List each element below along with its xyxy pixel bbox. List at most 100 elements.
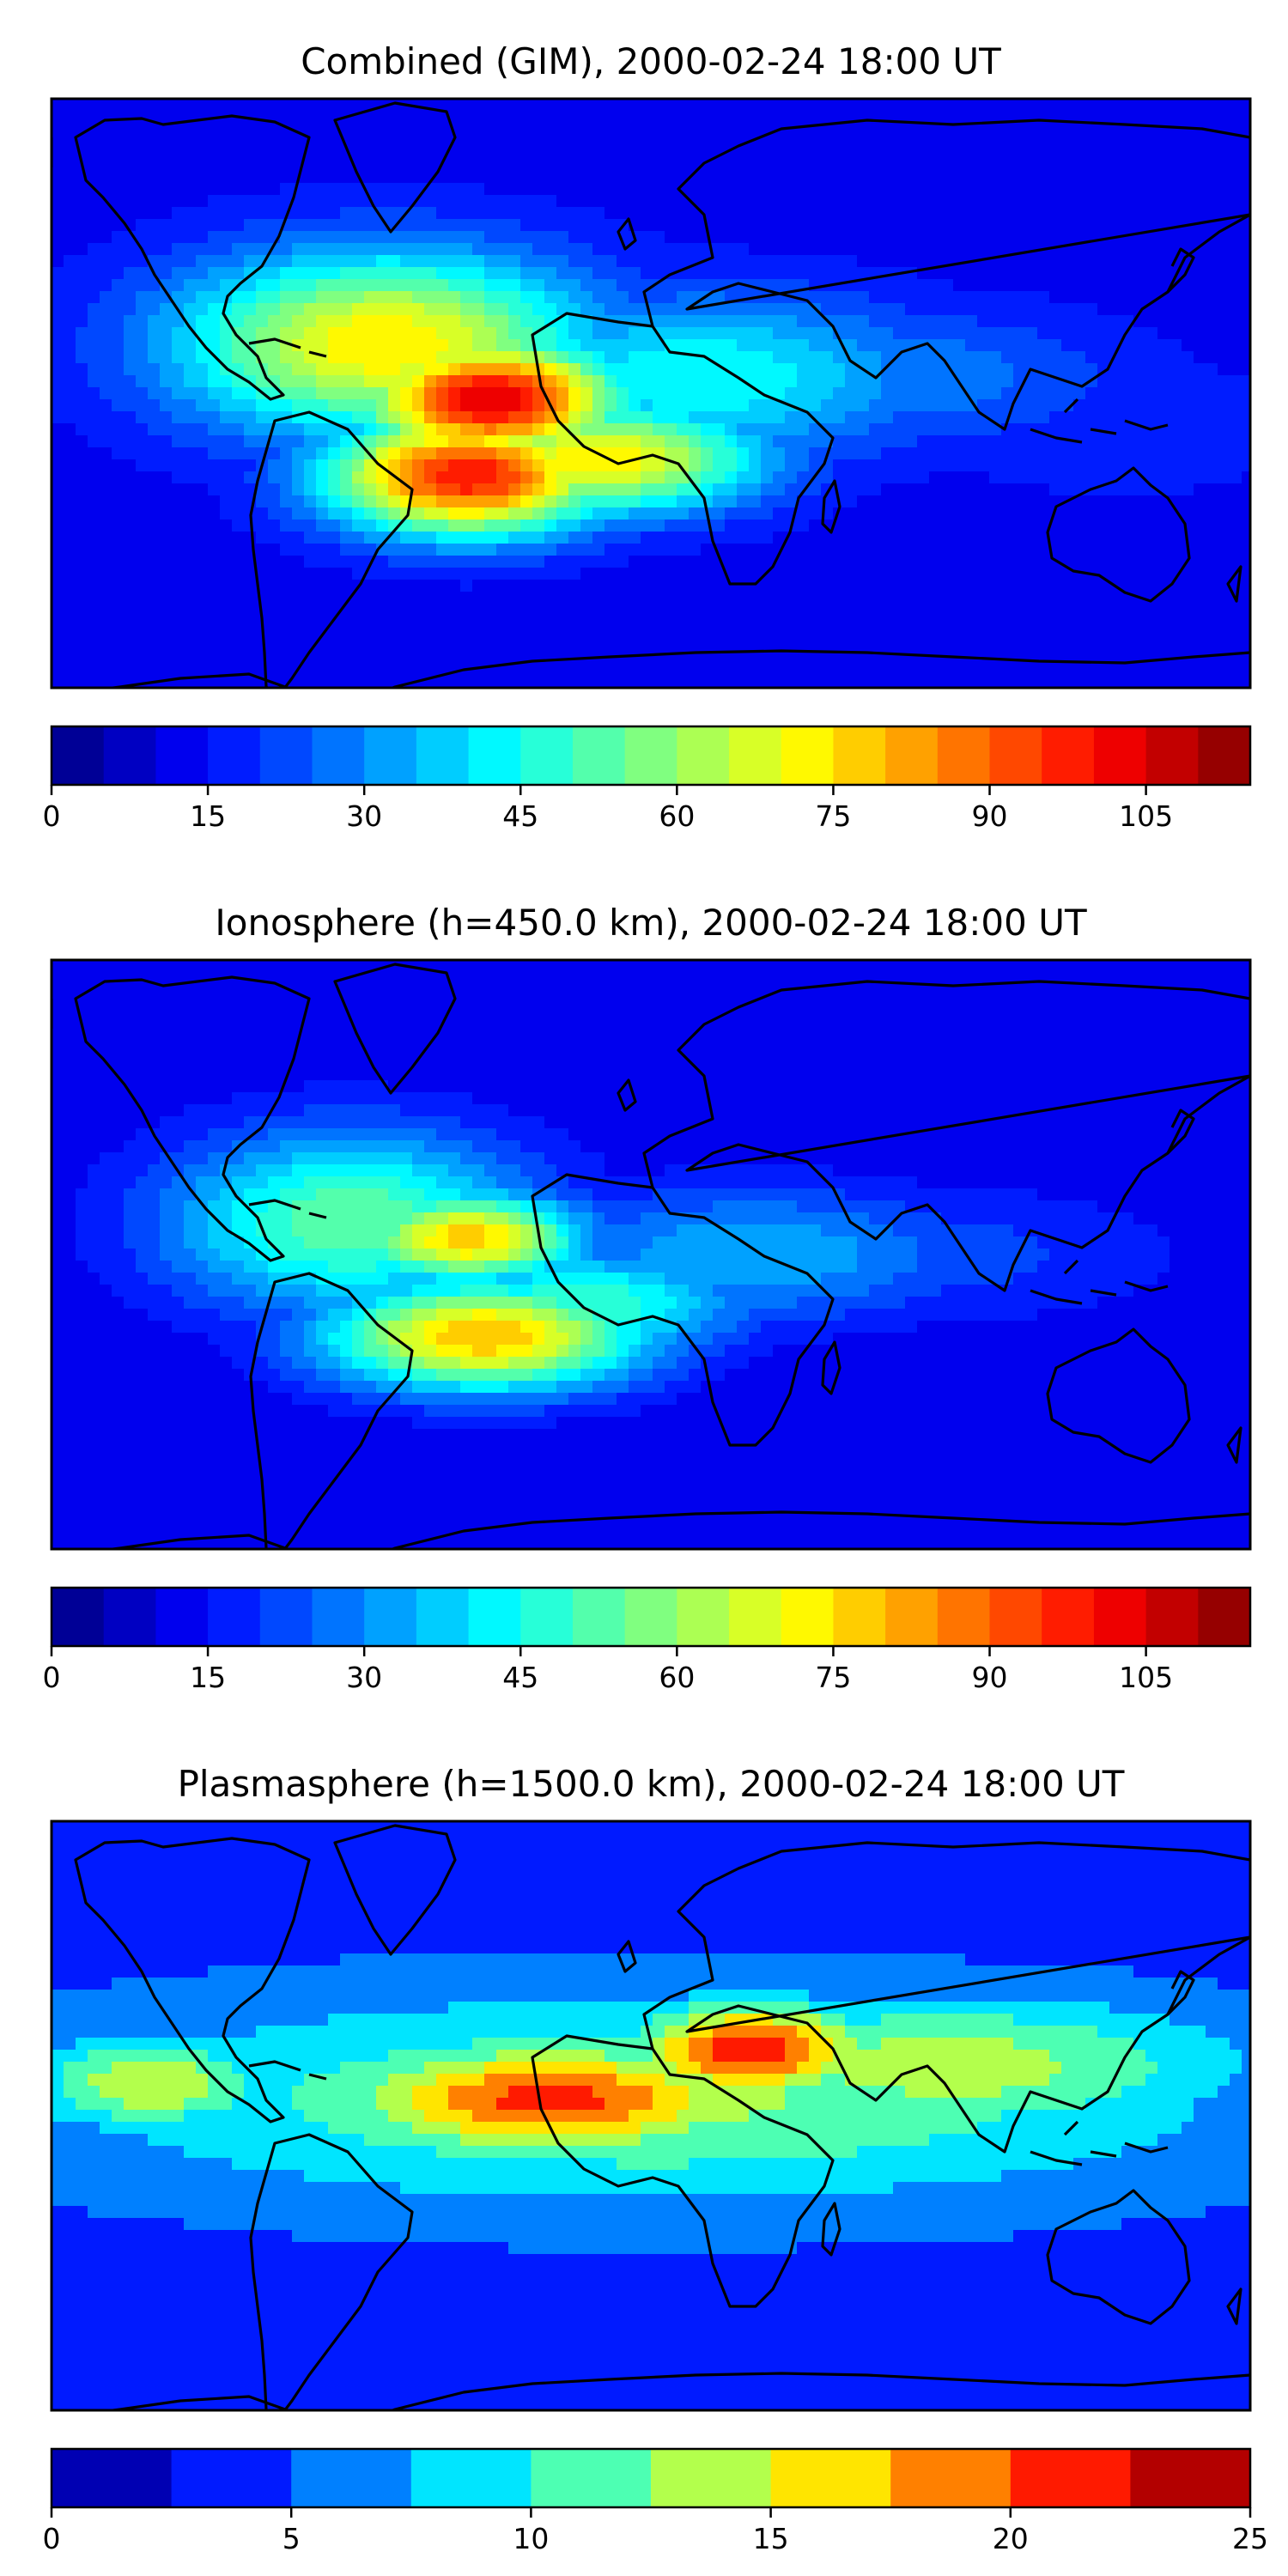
field-cell [1194, 147, 1206, 160]
field-cell [881, 447, 894, 460]
field-cell [1218, 267, 1230, 280]
field-cell [436, 628, 449, 641]
field-cell [520, 171, 533, 184]
field-cell [232, 423, 245, 436]
field-cell [376, 279, 389, 292]
field-cell [352, 556, 365, 568]
field-cell [508, 291, 521, 304]
field-cell [1061, 123, 1074, 136]
field-cell [124, 375, 137, 388]
field-cell [989, 183, 1002, 196]
field-cell [556, 483, 569, 496]
field-cell [1145, 183, 1158, 196]
field-cell [833, 423, 846, 436]
field-cell [568, 159, 581, 172]
field-cell [1194, 279, 1206, 292]
field-cell [1157, 99, 1170, 112]
field-cell [568, 507, 581, 520]
field-cell [376, 628, 389, 641]
field-cell [1013, 604, 1026, 617]
field-cell [953, 291, 966, 304]
field-cell [833, 628, 846, 641]
colorbar-segment [989, 726, 1042, 785]
field-cell [160, 171, 173, 184]
field-cell [532, 255, 545, 268]
field-cell [1109, 207, 1122, 220]
field-cell [785, 640, 798, 653]
field-cell [881, 592, 894, 605]
field-cell [1194, 351, 1206, 364]
field-cell [1049, 255, 1062, 268]
field-cell [496, 147, 509, 160]
field-cell [172, 339, 185, 352]
field-cell [412, 423, 425, 436]
field-cell [100, 532, 112, 544]
field-cell [869, 664, 882, 677]
field-cell [388, 423, 401, 436]
field-cell [905, 568, 918, 580]
field-cell [436, 676, 449, 688]
field-cell [857, 303, 870, 316]
field-cell [617, 111, 629, 124]
field-cell [641, 99, 653, 112]
field-cell [917, 195, 930, 208]
field-cell [869, 123, 882, 136]
field-cell [821, 616, 834, 629]
field-cell [965, 556, 978, 568]
field-cell [268, 99, 281, 112]
field-cell [1170, 447, 1182, 460]
field-cell [196, 315, 209, 328]
field-cell [580, 411, 593, 424]
field-cell [220, 123, 233, 136]
field-cell [641, 135, 653, 148]
field-cell [172, 255, 185, 268]
field-cell [100, 231, 112, 244]
field-cell [580, 519, 593, 532]
field-cell [88, 171, 100, 184]
field-cell [1001, 231, 1014, 244]
field-cell [605, 231, 617, 244]
field-cell [1013, 255, 1026, 268]
field-cell [1242, 147, 1250, 160]
field-cell [617, 652, 629, 665]
field-cell [436, 363, 449, 376]
field-cell [100, 159, 112, 172]
field-cell [773, 207, 786, 220]
field-cell [580, 616, 593, 629]
field-cell [989, 592, 1002, 605]
field-cell [1097, 592, 1110, 605]
field-cell [580, 183, 593, 196]
field-cell [617, 387, 629, 400]
field-cell [1049, 423, 1062, 436]
field-cell [244, 616, 257, 629]
field-cell [352, 664, 365, 677]
field-cell [749, 219, 762, 232]
field-cell [1109, 532, 1122, 544]
field-cell [148, 471, 161, 484]
field-cell [917, 519, 930, 532]
field-cell [220, 327, 233, 340]
field-cell [821, 327, 834, 340]
field-cell [1121, 363, 1134, 376]
field-cell [629, 640, 641, 653]
field-cell [52, 267, 64, 280]
field-cell [580, 664, 593, 677]
field-cell [448, 544, 461, 556]
field-cell [869, 471, 882, 484]
field-cell [677, 399, 690, 412]
field-cell [508, 411, 521, 424]
field-cell [352, 207, 365, 220]
field-cell [1085, 495, 1098, 508]
field-cell [1133, 279, 1146, 292]
field-cell [857, 267, 870, 280]
field-cell [64, 279, 76, 292]
field-cell [112, 459, 125, 472]
field-cell [1085, 544, 1098, 556]
field-cell [136, 327, 149, 340]
field-cell [556, 339, 569, 352]
field-cell [1170, 159, 1182, 172]
field-cell [629, 123, 641, 136]
field-cell [833, 207, 846, 220]
field-cell [328, 483, 341, 496]
field-cell [761, 544, 774, 556]
